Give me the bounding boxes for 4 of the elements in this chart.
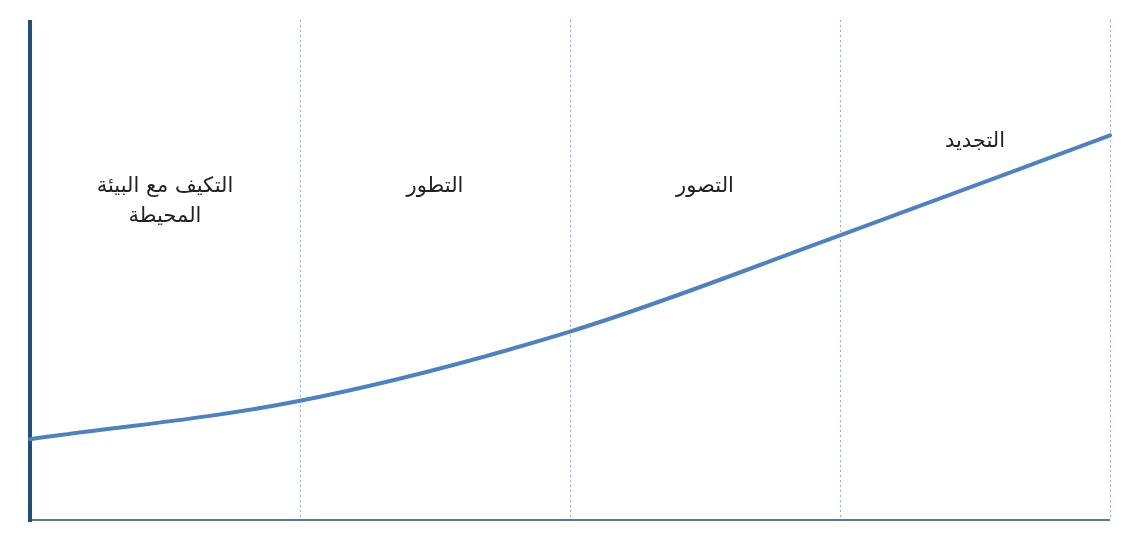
annotation: التصور bbox=[674, 172, 735, 199]
annotation: التكيف مع البيئة المحيطة bbox=[95, 172, 235, 229]
annotation: التطور bbox=[404, 172, 465, 199]
annotation: التجديد bbox=[944, 127, 1006, 154]
